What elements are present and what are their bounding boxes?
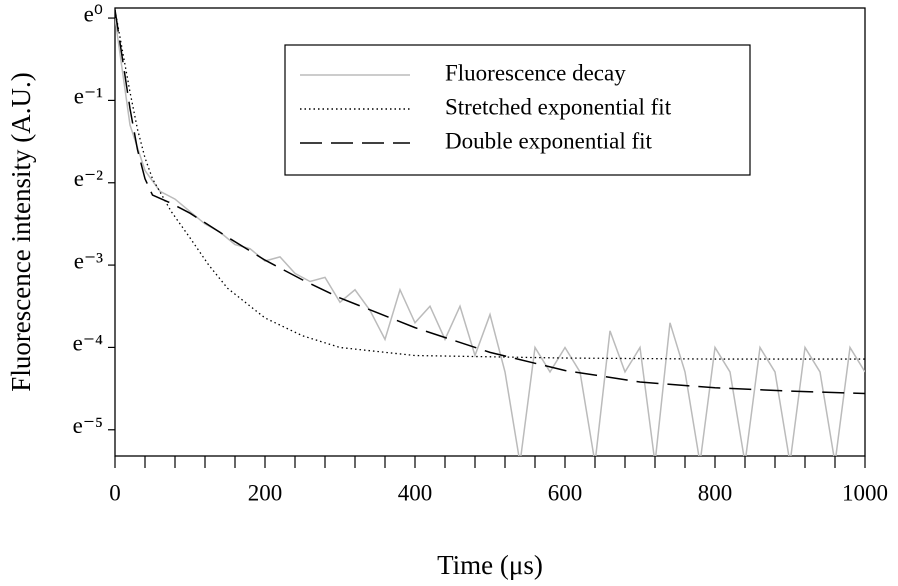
legend-box [284, 44, 751, 176]
legend-label: Double exponential fit [445, 128, 653, 153]
y-tick-label: e⁻⁵ [73, 413, 103, 438]
x-tick-label: 400 [398, 480, 433, 505]
legend-label: Stretched exponential fit [445, 94, 672, 119]
y-axis-label: Fluorescence intensity (A.U.) [6, 72, 36, 391]
x-tick-label: 1000 [842, 480, 888, 505]
series-line [115, 9, 865, 395]
plot-frame [114, 7, 866, 457]
y-tick-label: e⁻³ [74, 248, 103, 273]
series-line [115, 9, 865, 360]
y-tick-label: e⁰ [84, 1, 103, 26]
plot-area [115, 9, 865, 456]
y-tick-label: e⁻² [74, 166, 103, 191]
y-tick-label: e⁻¹ [74, 84, 103, 109]
legend-label: Fluorescence decay [445, 60, 626, 85]
x-tick-label: 600 [548, 480, 583, 505]
x-tick-label: 800 [698, 480, 733, 505]
y-tick-label: e⁻⁴ [73, 331, 103, 356]
x-axis-label: Time (μs) [437, 550, 543, 580]
x-tick-label: 200 [248, 480, 283, 505]
x-tick-label: 0 [109, 480, 121, 505]
series-line [115, 17, 865, 456]
